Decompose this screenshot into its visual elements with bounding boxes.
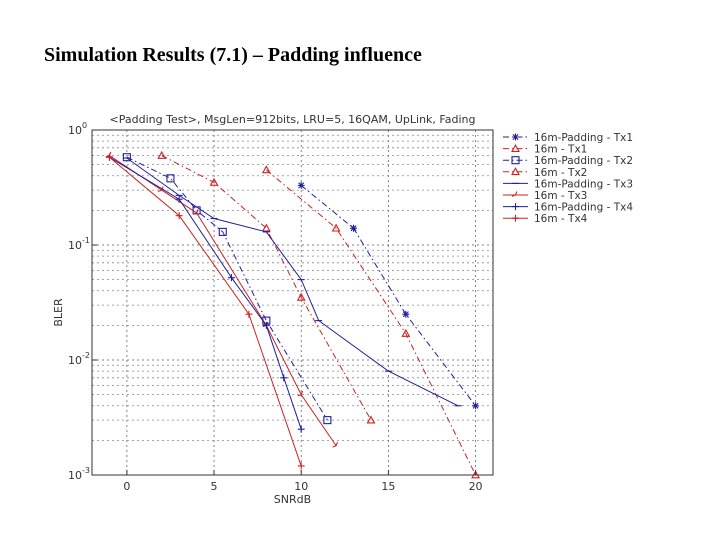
legend-item: 16m - Tx2 (503, 167, 587, 179)
data-point-plus (245, 310, 253, 318)
data-point-triangle (366, 415, 376, 424)
data-point-cross (280, 374, 288, 382)
data-point-star (402, 310, 410, 318)
y-tick-label: 100 (68, 121, 87, 137)
data-point-square (166, 174, 175, 183)
series-5 (123, 157, 462, 407)
data-point-tick (192, 209, 199, 215)
series-line (126, 157, 459, 407)
series-layer (105, 150, 480, 479)
chart-title: <Padding Test>, MsgLen=912bits, LRU=5, 1… (110, 113, 476, 126)
data-point-square (122, 153, 131, 162)
y-tick-exponent: -2 (82, 351, 90, 360)
data-point-cross (297, 425, 305, 433)
data-point-triangle (296, 292, 306, 301)
data-point-triangle (261, 223, 271, 232)
data-point-triangle (511, 143, 520, 152)
y-tick-exponent: 0 (82, 121, 87, 130)
y-tick-exponent: -3 (82, 466, 90, 475)
series-4 (157, 150, 376, 424)
data-point-square (218, 227, 227, 236)
legend-item: 16m-Padding - Tx2 (503, 155, 633, 167)
x-tick-label: 10 (294, 480, 308, 493)
series-1 (297, 181, 480, 410)
legend-label: 16m-Padding - Tx1 (534, 132, 633, 144)
data-point-triangle (511, 167, 520, 176)
axes: 0 5 10 15 20 100 10-1 10-2 10-3 (68, 121, 494, 493)
x-axis-label: SNRdB (274, 493, 311, 506)
data-point-triangle (261, 165, 271, 174)
series-6 (105, 151, 338, 448)
data-point-tick (511, 191, 518, 197)
data-point-plus (297, 462, 305, 470)
data-point-cross (512, 203, 519, 211)
legend-item: 16m-Padding - Tx3 (503, 178, 633, 190)
data-point-square (323, 416, 332, 425)
legend-label: 16m - Tx1 (534, 144, 587, 156)
data-point-triangle (331, 223, 341, 232)
plot-background (92, 130, 493, 475)
legend-item: 16m-Padding - Tx4 (503, 202, 633, 214)
series-line (265, 169, 477, 476)
data-point-square (511, 156, 520, 165)
legend-label: 16m - Tx4 (534, 213, 588, 225)
data-point-cross (227, 274, 235, 282)
data-point-cross (175, 195, 183, 203)
data-point-star (350, 224, 358, 232)
data-point-triangle (209, 177, 219, 186)
data-point-star (297, 181, 305, 189)
data-point-star (512, 133, 519, 141)
data-point-triangle (401, 328, 411, 337)
series-line (161, 155, 372, 421)
plot-area (92, 130, 493, 475)
data-point-plus (512, 214, 519, 222)
series-line (109, 156, 302, 467)
legend-label: 16m - Tx3 (534, 190, 587, 202)
series-8 (105, 153, 305, 470)
data-point-star (472, 402, 480, 410)
legend-label: 16m-Padding - Tx4 (534, 202, 633, 214)
data-point-plus (105, 153, 113, 161)
data-point-plus (175, 212, 183, 220)
legend-item: 16m - Tx4 (503, 213, 588, 225)
data-point-tick (297, 390, 304, 397)
data-point-cross (262, 321, 270, 329)
y-tick-label: 10-2 (68, 351, 90, 367)
slide-title: Simulation Results (7.1) – Padding influ… (44, 44, 422, 66)
x-tick-label: 20 (469, 480, 483, 493)
data-point-tick (332, 441, 338, 448)
grid-lines (92, 130, 493, 476)
y-axis-label: BLER (52, 298, 65, 327)
y-tick-label: 10-3 (68, 466, 90, 482)
series-line (109, 155, 337, 446)
x-tick-label: 15 (381, 480, 395, 493)
y-tick-label: 10-1 (68, 236, 90, 252)
x-tick-label: 5 (211, 480, 218, 493)
legend-label: 16m-Padding - Tx3 (534, 178, 633, 190)
data-point-triangle (157, 150, 167, 159)
plot-frame (91, 129, 494, 476)
legend-item: 16m - Tx1 (503, 144, 587, 156)
legend-item: 16m - Tx3 (503, 190, 587, 202)
legend-label: 16m-Padding - Tx2 (534, 155, 633, 167)
legend-item: 16m-Padding - Tx1 (503, 132, 633, 144)
series-line (300, 185, 476, 407)
legend-label: 16m - Tx2 (534, 167, 587, 179)
y-tick-exponent: -1 (82, 236, 90, 245)
x-tick-label: 0 (123, 480, 130, 493)
data-point-tick (158, 186, 164, 193)
series-3 (122, 153, 332, 425)
series-line (109, 156, 302, 430)
